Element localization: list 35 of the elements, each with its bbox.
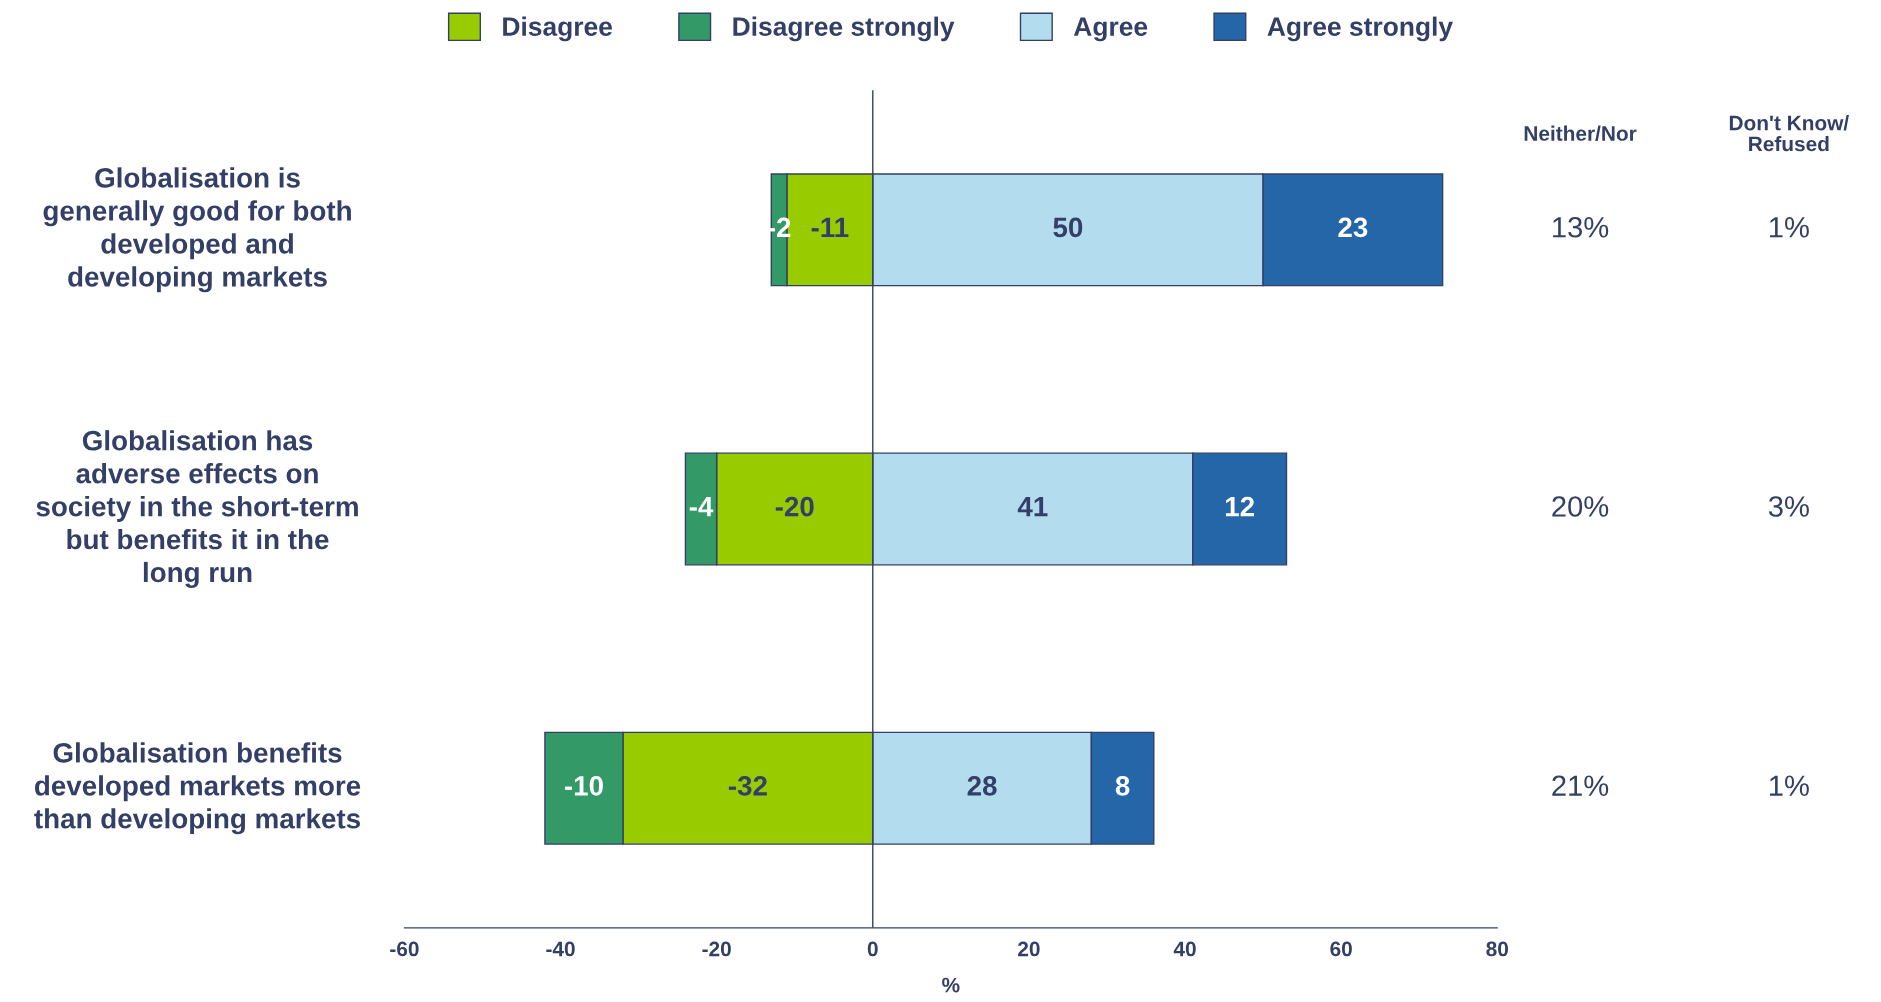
data-label: -32 [728,776,767,796]
text: 1% [1769,217,1809,238]
y-tick-label: Globalisation is generally good for both developed and developing markets [43,167,351,293]
x-tick-label: -60 [390,941,419,957]
text: 21% [1552,775,1609,796]
data-label: -20 [775,496,814,517]
legend-label: Agree strongly [1267,16,1453,42]
data-label: 12 [1225,496,1255,517]
data-label: -11 [811,217,849,237]
data-label: -4 [689,497,714,517]
text: 1% [1769,775,1809,796]
x-tick-label: 20 [1018,941,1040,957]
x-tick-label: 0 [867,941,878,957]
x-tick-label: -20 [702,941,731,957]
x-axis-title: % [942,977,960,993]
x-tick-label: 80 [1486,941,1509,957]
legend-label: Disagree [503,16,612,42]
text: 20% [1552,496,1609,517]
y-tick-label: Globalisation benefits developed markets more than developing markets [34,742,361,835]
text: 13% [1553,216,1609,238]
data-label: 8 [1115,776,1130,796]
y-tick-label: Globalisation has adverse effects on society in the short-term but benefits it in the long run [36,430,358,588]
x-tick-label: 60 [1330,941,1352,957]
data-label: 23 [1338,217,1368,238]
legend-label: Agree [1073,17,1148,42]
data-label: 50 [1053,217,1083,238]
legend-label: Disagree strongly [733,16,955,42]
text: Neither/Nor [1524,125,1637,142]
x-tick-label: -40 [546,941,575,957]
x-tick-label: 40 [1173,941,1196,957]
text: Don't Know/ Refused [1729,115,1849,152]
text: 3% [1768,496,1809,517]
data-label: -10 [564,776,603,796]
data-label: 28 [967,776,997,796]
data-label: 41 [1017,497,1048,517]
